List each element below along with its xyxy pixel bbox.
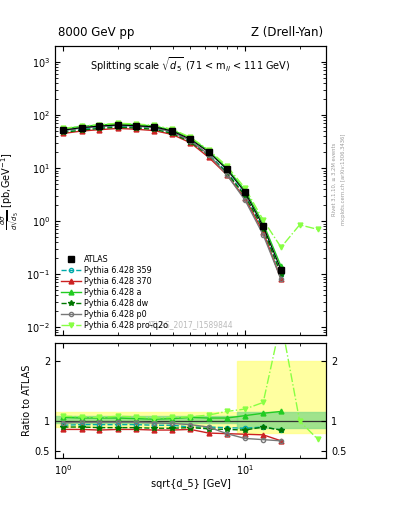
Text: Z (Drell-Yan): Z (Drell-Yan) [252, 26, 323, 39]
Legend: ATLAS, Pythia 6.428 359, Pythia 6.428 370, Pythia 6.428 a, Pythia 6.428 dw, Pyth: ATLAS, Pythia 6.428 359, Pythia 6.428 37… [57, 251, 171, 333]
Text: ATLAS_2017_I1589844: ATLAS_2017_I1589844 [147, 321, 234, 330]
X-axis label: sqrt{d_5} [GeV]: sqrt{d_5} [GeV] [151, 478, 231, 489]
Bar [237, 361, 326, 433]
Bar [237, 412, 326, 428]
Bar [55, 412, 237, 427]
Text: Rivet 3.1.10, ≥ 3.2M events: Rivet 3.1.10, ≥ 3.2M events [332, 142, 337, 216]
Y-axis label: $\frac{d\sigma}{d\sqrt{d_5}}$ [pb,GeV$^{-1}$]: $\frac{d\sigma}{d\sqrt{d_5}}$ [pb,GeV$^{… [0, 152, 22, 229]
Text: 8000 GeV pp: 8000 GeV pp [58, 26, 134, 39]
Text: Splitting scale $\sqrt{d_5}$ (71 < m$_{ll}$ < 111 GeV): Splitting scale $\sqrt{d_5}$ (71 < m$_{l… [90, 55, 291, 74]
Bar [55, 416, 237, 423]
Y-axis label: Ratio to ATLAS: Ratio to ATLAS [22, 365, 32, 436]
Text: mcplots.cern.ch [arXiv:1306.3436]: mcplots.cern.ch [arXiv:1306.3436] [341, 134, 346, 225]
